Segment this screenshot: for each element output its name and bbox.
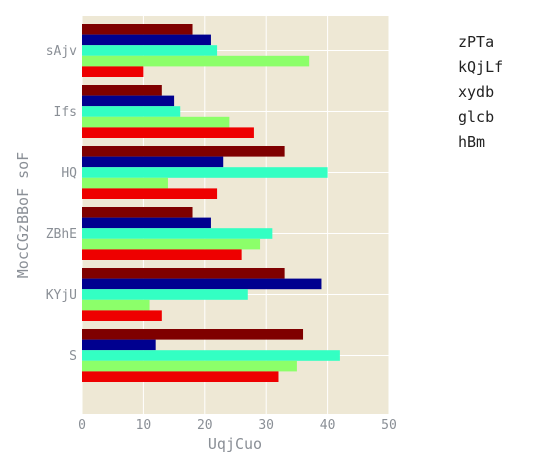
x-axis-label: UqjCuo	[208, 435, 262, 453]
bar	[82, 106, 181, 117]
bar	[82, 238, 261, 250]
bar	[82, 289, 248, 300]
bar	[82, 177, 168, 189]
y-tick-label: ZBhE	[46, 227, 77, 242]
bar	[82, 24, 193, 35]
bar	[82, 329, 304, 340]
bar	[82, 278, 322, 290]
legend-entry: kQjLf	[458, 58, 504, 76]
bar	[82, 127, 254, 138]
bar	[82, 268, 285, 279]
bar	[82, 85, 162, 96]
x-ticks: 0 10 20 30 40 50	[78, 418, 397, 433]
bar	[82, 66, 144, 77]
bar	[82, 350, 340, 361]
bar	[82, 95, 175, 107]
bar	[82, 360, 297, 372]
y-axis-label: MocCGzBBoF soF	[14, 152, 32, 278]
bar	[82, 156, 224, 168]
y-tick-label: HQ	[61, 166, 77, 181]
bar	[82, 339, 156, 351]
y-tick-label: sAjv	[46, 44, 77, 59]
bar	[82, 188, 218, 199]
y-tick-label: S	[69, 349, 77, 364]
bar	[82, 45, 218, 56]
legend: zPTa kQjLf xydb glcb hBm	[458, 30, 503, 155]
y-ticks: sAjv Ifs HQ ZBhE KYjU S	[46, 44, 77, 364]
bar	[82, 299, 150, 311]
bars	[82, 24, 340, 382]
bar	[82, 217, 211, 229]
x-tick-label: 0	[78, 418, 86, 433]
bar	[82, 310, 162, 321]
x-tick-label: 40	[320, 418, 336, 433]
bar	[82, 167, 328, 178]
x-tick-label: 10	[136, 418, 152, 433]
legend-entry: glcb	[458, 108, 495, 126]
x-tick-label: 20	[197, 418, 213, 433]
x-tick-label: 50	[381, 418, 397, 433]
bar	[82, 249, 242, 260]
bar	[82, 55, 310, 67]
bar	[82, 207, 193, 218]
bar	[82, 371, 279, 382]
legend-entry: xydb	[458, 83, 495, 101]
legend-entry: hBm	[458, 133, 486, 151]
x-tick-label: 30	[258, 418, 274, 433]
bar	[82, 116, 230, 128]
bar	[82, 146, 285, 157]
legend-entry: zPTa	[458, 33, 495, 51]
y-tick-label: Ifs	[54, 105, 77, 120]
bar	[82, 228, 273, 239]
bar	[82, 34, 211, 46]
y-tick-label: KYjU	[46, 288, 77, 303]
